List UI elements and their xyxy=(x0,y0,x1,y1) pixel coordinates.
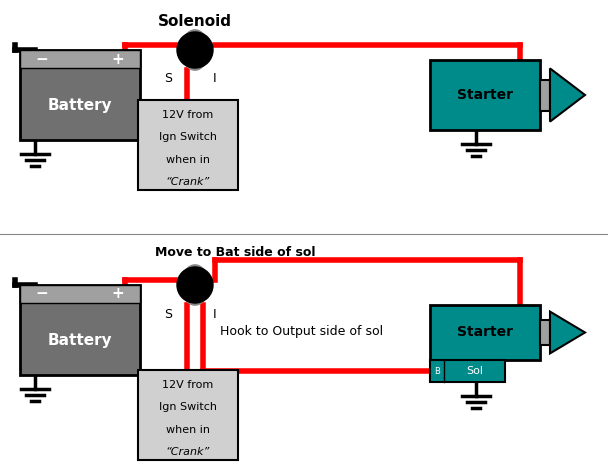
Text: Starter: Starter xyxy=(457,325,513,340)
Polygon shape xyxy=(550,311,585,354)
Text: I: I xyxy=(213,309,217,321)
Text: S: S xyxy=(164,309,172,321)
Ellipse shape xyxy=(182,265,209,305)
Text: 12V from: 12V from xyxy=(162,110,213,120)
Text: Battery: Battery xyxy=(47,98,112,113)
Text: Ign Switch: Ign Switch xyxy=(159,402,217,412)
Bar xyxy=(540,79,550,111)
Text: Starter: Starter xyxy=(457,88,513,102)
Bar xyxy=(540,320,550,345)
Bar xyxy=(20,285,140,303)
Circle shape xyxy=(177,267,213,303)
Text: I: I xyxy=(213,71,217,85)
Text: Move to Bat side of sol: Move to Bat side of sol xyxy=(155,247,316,260)
Bar xyxy=(20,50,140,140)
Bar xyxy=(20,50,140,68)
Text: Hook to Output side of sol: Hook to Output side of sol xyxy=(220,325,383,339)
Bar xyxy=(138,100,238,190)
Text: Battery: Battery xyxy=(47,333,112,348)
Text: 12V from: 12V from xyxy=(162,380,213,389)
Text: +: + xyxy=(112,286,125,302)
Bar xyxy=(430,60,540,130)
Bar xyxy=(138,370,238,460)
Text: Sol: Sol xyxy=(466,366,483,376)
Text: S: S xyxy=(164,71,172,85)
Text: “Crank”: “Crank” xyxy=(166,177,210,187)
Text: −: − xyxy=(36,286,49,302)
Polygon shape xyxy=(550,68,585,121)
Text: Solenoid: Solenoid xyxy=(158,14,232,29)
Text: +: + xyxy=(112,51,125,66)
Bar xyxy=(430,305,540,360)
Circle shape xyxy=(177,32,213,68)
Text: Ign Switch: Ign Switch xyxy=(159,132,217,142)
Text: B: B xyxy=(434,367,440,375)
Text: −: − xyxy=(36,51,49,66)
Text: when in: when in xyxy=(166,425,210,435)
Bar xyxy=(430,360,505,382)
Text: when in: when in xyxy=(166,155,210,165)
Bar xyxy=(20,285,140,375)
Ellipse shape xyxy=(182,30,209,70)
Text: “Crank”: “Crank” xyxy=(166,447,210,457)
